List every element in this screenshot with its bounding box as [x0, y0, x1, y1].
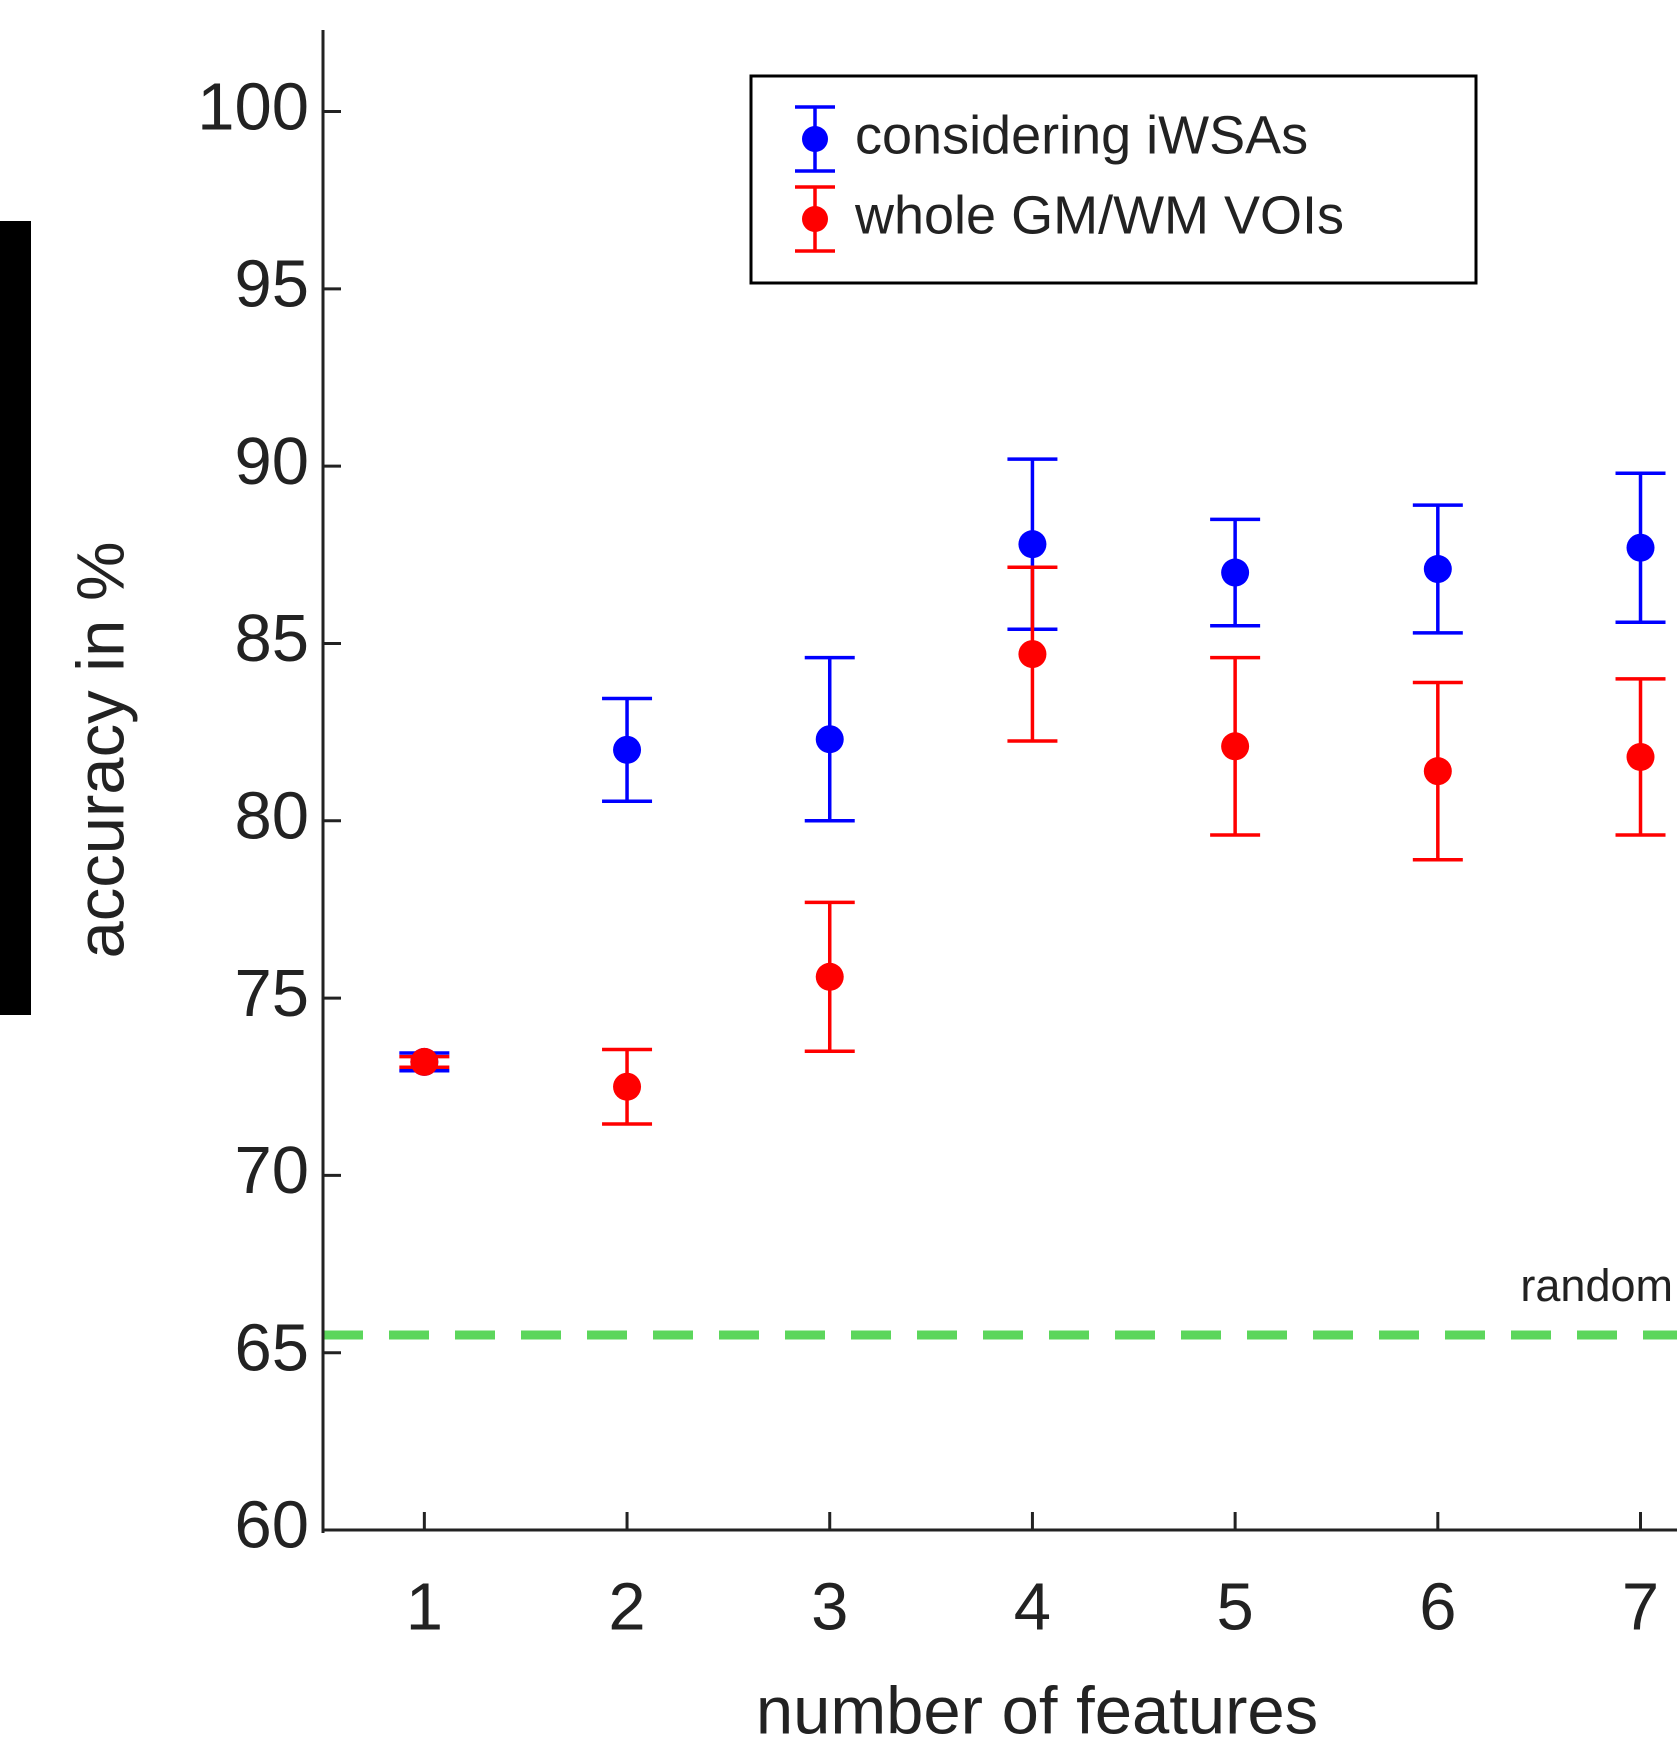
- y-axis-label: accuracy in %: [64, 541, 139, 958]
- y-tick-label: 100: [197, 69, 309, 144]
- point: [613, 1072, 642, 1101]
- x-tick-label: 6: [1419, 1570, 1456, 1645]
- point: [1423, 555, 1452, 584]
- point: [410, 1047, 439, 1076]
- y-tick-label: 70: [234, 1133, 309, 1208]
- y-tick-label: 95: [234, 247, 309, 322]
- point: [1018, 640, 1047, 669]
- x-tick-label: 4: [1014, 1570, 1051, 1645]
- x-tick-label: 3: [811, 1570, 848, 1645]
- y-tick-label: 90: [234, 424, 309, 499]
- cropped-image: [0, 221, 31, 1015]
- point: [1626, 533, 1655, 562]
- point: [613, 735, 642, 764]
- x-tick-label: 5: [1216, 1570, 1253, 1645]
- x-axis-label: number of features: [756, 1674, 1318, 1749]
- legend-swatch: [802, 126, 828, 152]
- y-tick-label: 80: [234, 778, 309, 853]
- point: [1018, 530, 1047, 559]
- x-tick-label: 2: [608, 1570, 645, 1645]
- point: [1221, 732, 1250, 761]
- legend-swatch: [802, 206, 828, 232]
- legend-label: whole GM/WM VOIs: [854, 185, 1344, 245]
- point: [1423, 757, 1452, 786]
- point: [815, 962, 844, 991]
- legend-box: [749, 74, 1478, 285]
- point: [1221, 558, 1250, 587]
- x-tick-label: 7: [1622, 1570, 1659, 1645]
- legend-label: considering iWSAs: [855, 105, 1308, 165]
- y-tick-label: 60: [234, 1488, 309, 1563]
- point: [815, 725, 844, 754]
- x-tick-label: 1: [406, 1570, 443, 1645]
- y-tick-label: 65: [234, 1310, 309, 1385]
- point: [1626, 742, 1655, 771]
- reference-label: random: [1520, 1260, 1673, 1311]
- y-tick-label: 85: [234, 601, 309, 676]
- y-tick-label: 75: [234, 956, 309, 1031]
